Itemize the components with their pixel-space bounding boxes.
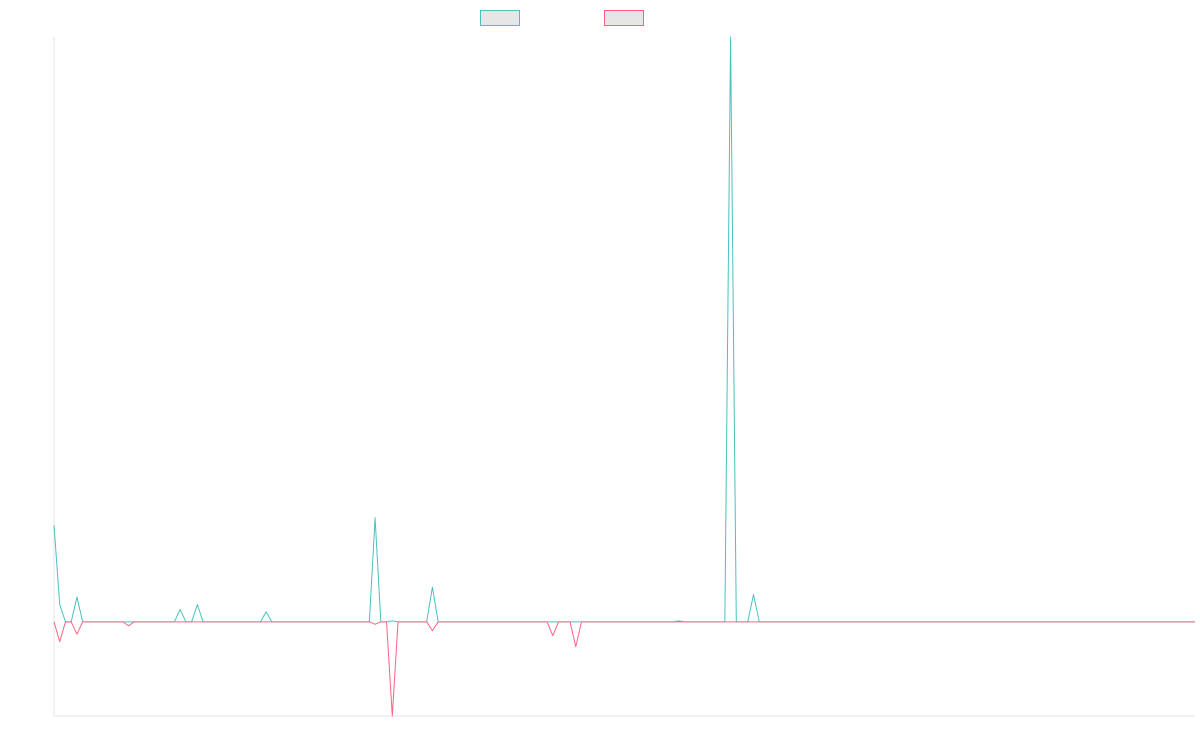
legend-swatch-series-1[interactable] (480, 10, 520, 26)
series-layer (53, 36, 1195, 717)
series-line-1 (53, 36, 1195, 623)
legend-swatch-series-2[interactable] (604, 10, 644, 26)
series-line-2 (53, 621, 1195, 717)
